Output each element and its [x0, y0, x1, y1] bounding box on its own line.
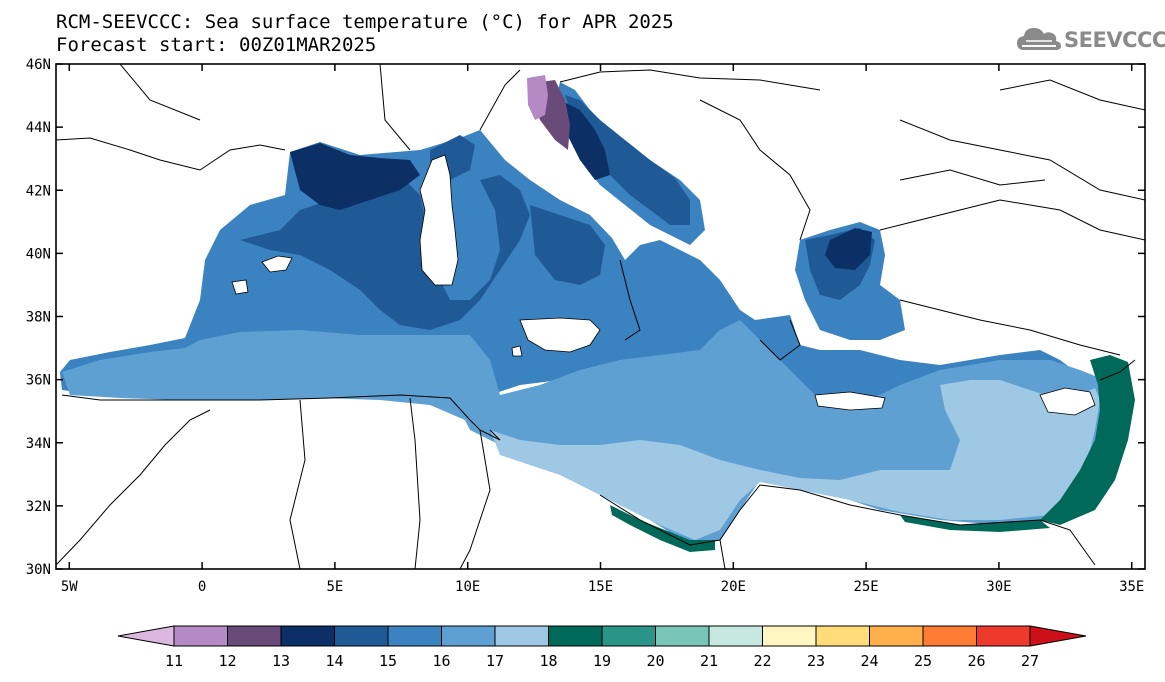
lat-tick-label: 40N — [26, 246, 51, 262]
lat-tick-label: 44N — [26, 120, 51, 136]
latitude-axis: 46N 44N 42N 40N 38N 36N 34N 32N 30N — [26, 57, 1145, 578]
colorbar-swatch — [548, 625, 603, 647]
colorbar-label: 11 — [165, 652, 183, 670]
colorbar-label: 22 — [753, 652, 771, 670]
colorbar-label: 18 — [539, 652, 557, 670]
sst-14-gulf-of-lion — [290, 143, 420, 210]
colorbar-high-arrow — [1029, 625, 1087, 647]
sst-18-region — [490, 380, 1100, 540]
map-title: RCM-SEEVCCC: Sea surface temperature (°C… — [56, 11, 674, 33]
lon-tick-label: 20E — [721, 579, 746, 595]
colorbar-label: 17 — [486, 652, 504, 670]
colorbar-label: 12 — [218, 652, 236, 670]
colorbar-swatch — [708, 625, 763, 647]
lon-tick-label: 0 — [198, 579, 206, 595]
colorbar-swatch — [227, 625, 282, 647]
sst-15-adriatic — [565, 95, 690, 225]
longitude-axis: 5W 0 5E 10E 15E 20E 25E 30E 35E — [61, 64, 1144, 595]
lat-tick-label: 32N — [26, 499, 51, 515]
sst-19-levant — [1040, 355, 1135, 525]
colorbar-label: 15 — [379, 652, 397, 670]
colorbar-label: 16 — [432, 652, 450, 670]
lat-tick-label: 46N — [26, 57, 51, 73]
balearic-islands — [231, 255, 293, 295]
corsica-sardinia — [419, 154, 459, 286]
colorbar-swatch — [280, 625, 335, 647]
colorbar: 11 12 13 14 15 16 17 18 19 20 21 22 23 24 25 26 27 — [117, 625, 1087, 670]
colorbar-swatch — [976, 625, 1031, 647]
coastlines — [56, 64, 1145, 569]
sst-15-central — [530, 205, 605, 285]
sst-19-egypt-coast — [900, 515, 1050, 532]
sst-field — [60, 75, 1135, 552]
colorbar-label: 27 — [1021, 652, 1039, 670]
sst-15-western — [240, 175, 530, 330]
colorbar-swatch — [601, 625, 656, 647]
colorbar-swatch — [869, 625, 924, 647]
colorbar-label: 23 — [807, 652, 825, 670]
colorbar-label: 20 — [646, 652, 664, 670]
colorbar-label: 26 — [967, 652, 985, 670]
colorbar-label: 14 — [325, 652, 343, 670]
colorbar-swatch — [655, 625, 710, 647]
colorbar-label: 19 — [593, 652, 611, 670]
lat-tick-label: 36N — [26, 373, 51, 389]
lat-tick-label: 30N — [26, 562, 51, 578]
colorbar-swatch — [173, 625, 228, 647]
sicily — [519, 317, 601, 353]
sst-19-libya-coast — [610, 505, 715, 552]
lon-tick-label: 10E — [455, 579, 480, 595]
colorbar-swatch — [815, 625, 870, 647]
lat-tick-label: 42N — [26, 183, 51, 199]
crete — [814, 391, 886, 411]
logo-text: SEEVCCC — [1064, 28, 1165, 52]
sst-14-adriatic — [560, 100, 610, 180]
cloud-icon — [1017, 28, 1061, 50]
colorbar-swatch — [922, 625, 977, 647]
colorbar-swatch — [334, 625, 389, 647]
lat-tick-label: 38N — [26, 310, 51, 326]
lon-tick-label: 30E — [986, 579, 1011, 595]
sst-12-north-adriatic — [527, 75, 548, 120]
colorbar-swatch — [441, 625, 496, 647]
seevccc-logo: SEEVCCC — [1016, 24, 1165, 60]
lat-tick-label: 34N — [26, 436, 51, 452]
colorbar-label: 24 — [860, 652, 878, 670]
colorbar-low-arrow — [117, 625, 175, 647]
lon-tick-label: 5W — [61, 579, 78, 595]
cyprus — [1039, 387, 1096, 416]
sst-14-aegean — [825, 228, 872, 270]
lon-tick-label: 5E — [326, 579, 343, 595]
colorbar-swatch — [762, 625, 817, 647]
colorbar-label: 13 — [272, 652, 290, 670]
colorbar-label: 25 — [914, 652, 932, 670]
lon-tick-label: 15E — [588, 579, 613, 595]
malta — [511, 345, 523, 357]
colorbar-swatch — [494, 625, 549, 647]
lon-tick-label: 25E — [853, 579, 878, 595]
colorbar-swatch — [387, 625, 442, 647]
lon-tick-label: 35E — [1119, 579, 1144, 595]
forecast-start-label: Forecast start: 00Z01MAR2025 — [56, 34, 377, 56]
colorbar-label: 21 — [700, 652, 718, 670]
